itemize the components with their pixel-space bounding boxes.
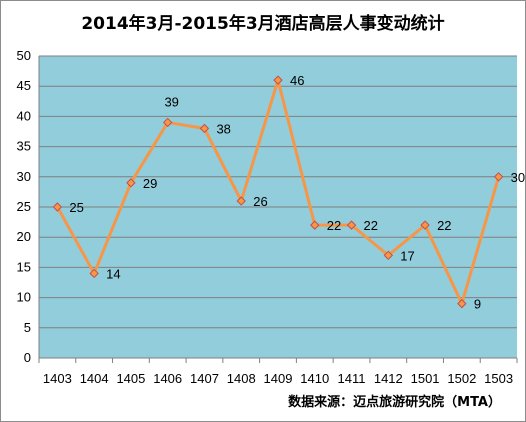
x-tick-label: 1409	[264, 371, 293, 386]
data-point	[310, 220, 320, 230]
y-tick-label: 30	[17, 169, 31, 184]
data-label: 9	[474, 297, 481, 312]
data-point	[346, 220, 357, 230]
y-tick-label: 50	[17, 48, 31, 63]
x-tick-label: 1501	[411, 371, 440, 386]
data-point	[383, 250, 394, 261]
chart-title: 2014年3月-2015年3月酒店高层人事变动统计	[81, 13, 444, 34]
data-point	[162, 117, 173, 128]
x-tick-label: 1411	[338, 371, 366, 386]
x-axis: 1403 1404 1405 1406 1407 1408 1409 1410 1411 1412…	[38, 358, 518, 386]
x-tick-label: 1407	[190, 371, 219, 386]
y-tick-label: 15	[17, 259, 31, 274]
data-label: 25	[69, 200, 83, 215]
data-label: 38	[216, 121, 230, 136]
data-point	[493, 172, 504, 182]
data-label: 22	[364, 218, 378, 233]
source-note: 数据来源：迈点旅游研究院（MTA）	[288, 394, 501, 410]
data-point	[52, 202, 63, 212]
x-tick-label: 1406	[153, 371, 182, 386]
y-tick-label: 35	[17, 139, 31, 154]
data-label: 46	[290, 73, 304, 88]
y-axis: 0 5 10 15 20 25 30 35 40 45 50	[17, 48, 31, 365]
x-tick-label: 1503	[484, 371, 513, 386]
x-tick-label: 1404	[80, 371, 109, 386]
x-tick-label: 1412	[374, 371, 403, 386]
data-label: 26	[253, 194, 267, 209]
data-label: 22	[437, 218, 451, 233]
data-label: 30	[511, 170, 525, 185]
y-tick-label: 0	[24, 350, 31, 365]
data-label: 17	[400, 248, 414, 263]
x-tick-label: 1405	[116, 371, 145, 386]
x-tick-label: 1403	[43, 371, 72, 386]
data-point	[457, 298, 467, 309]
data-label: 29	[143, 176, 157, 191]
x-tick-label: 1408	[227, 371, 256, 386]
data-point	[236, 196, 246, 206]
y-tick-label: 5	[24, 320, 31, 335]
data-point	[89, 268, 99, 279]
data-label: 39	[164, 94, 178, 109]
data-point	[273, 75, 283, 85]
y-tick-label: 20	[17, 229, 31, 244]
x-tick-label: 1410	[300, 371, 329, 386]
y-tick-label: 10	[17, 290, 31, 305]
y-tick-label: 45	[17, 78, 31, 93]
data-label: 22	[327, 218, 341, 233]
y-tick-label: 25	[17, 199, 31, 214]
data-point	[420, 220, 430, 230]
data-label: 14	[106, 266, 120, 281]
data-labels: 25 14 29 39 38 26 46 22 22 17 22 9 30	[69, 73, 525, 311]
y-tick-label: 40	[17, 108, 31, 123]
data-markers	[52, 75, 504, 309]
data-point	[126, 178, 136, 188]
data-point	[199, 123, 210, 134]
x-tick-label: 1502	[447, 371, 476, 386]
